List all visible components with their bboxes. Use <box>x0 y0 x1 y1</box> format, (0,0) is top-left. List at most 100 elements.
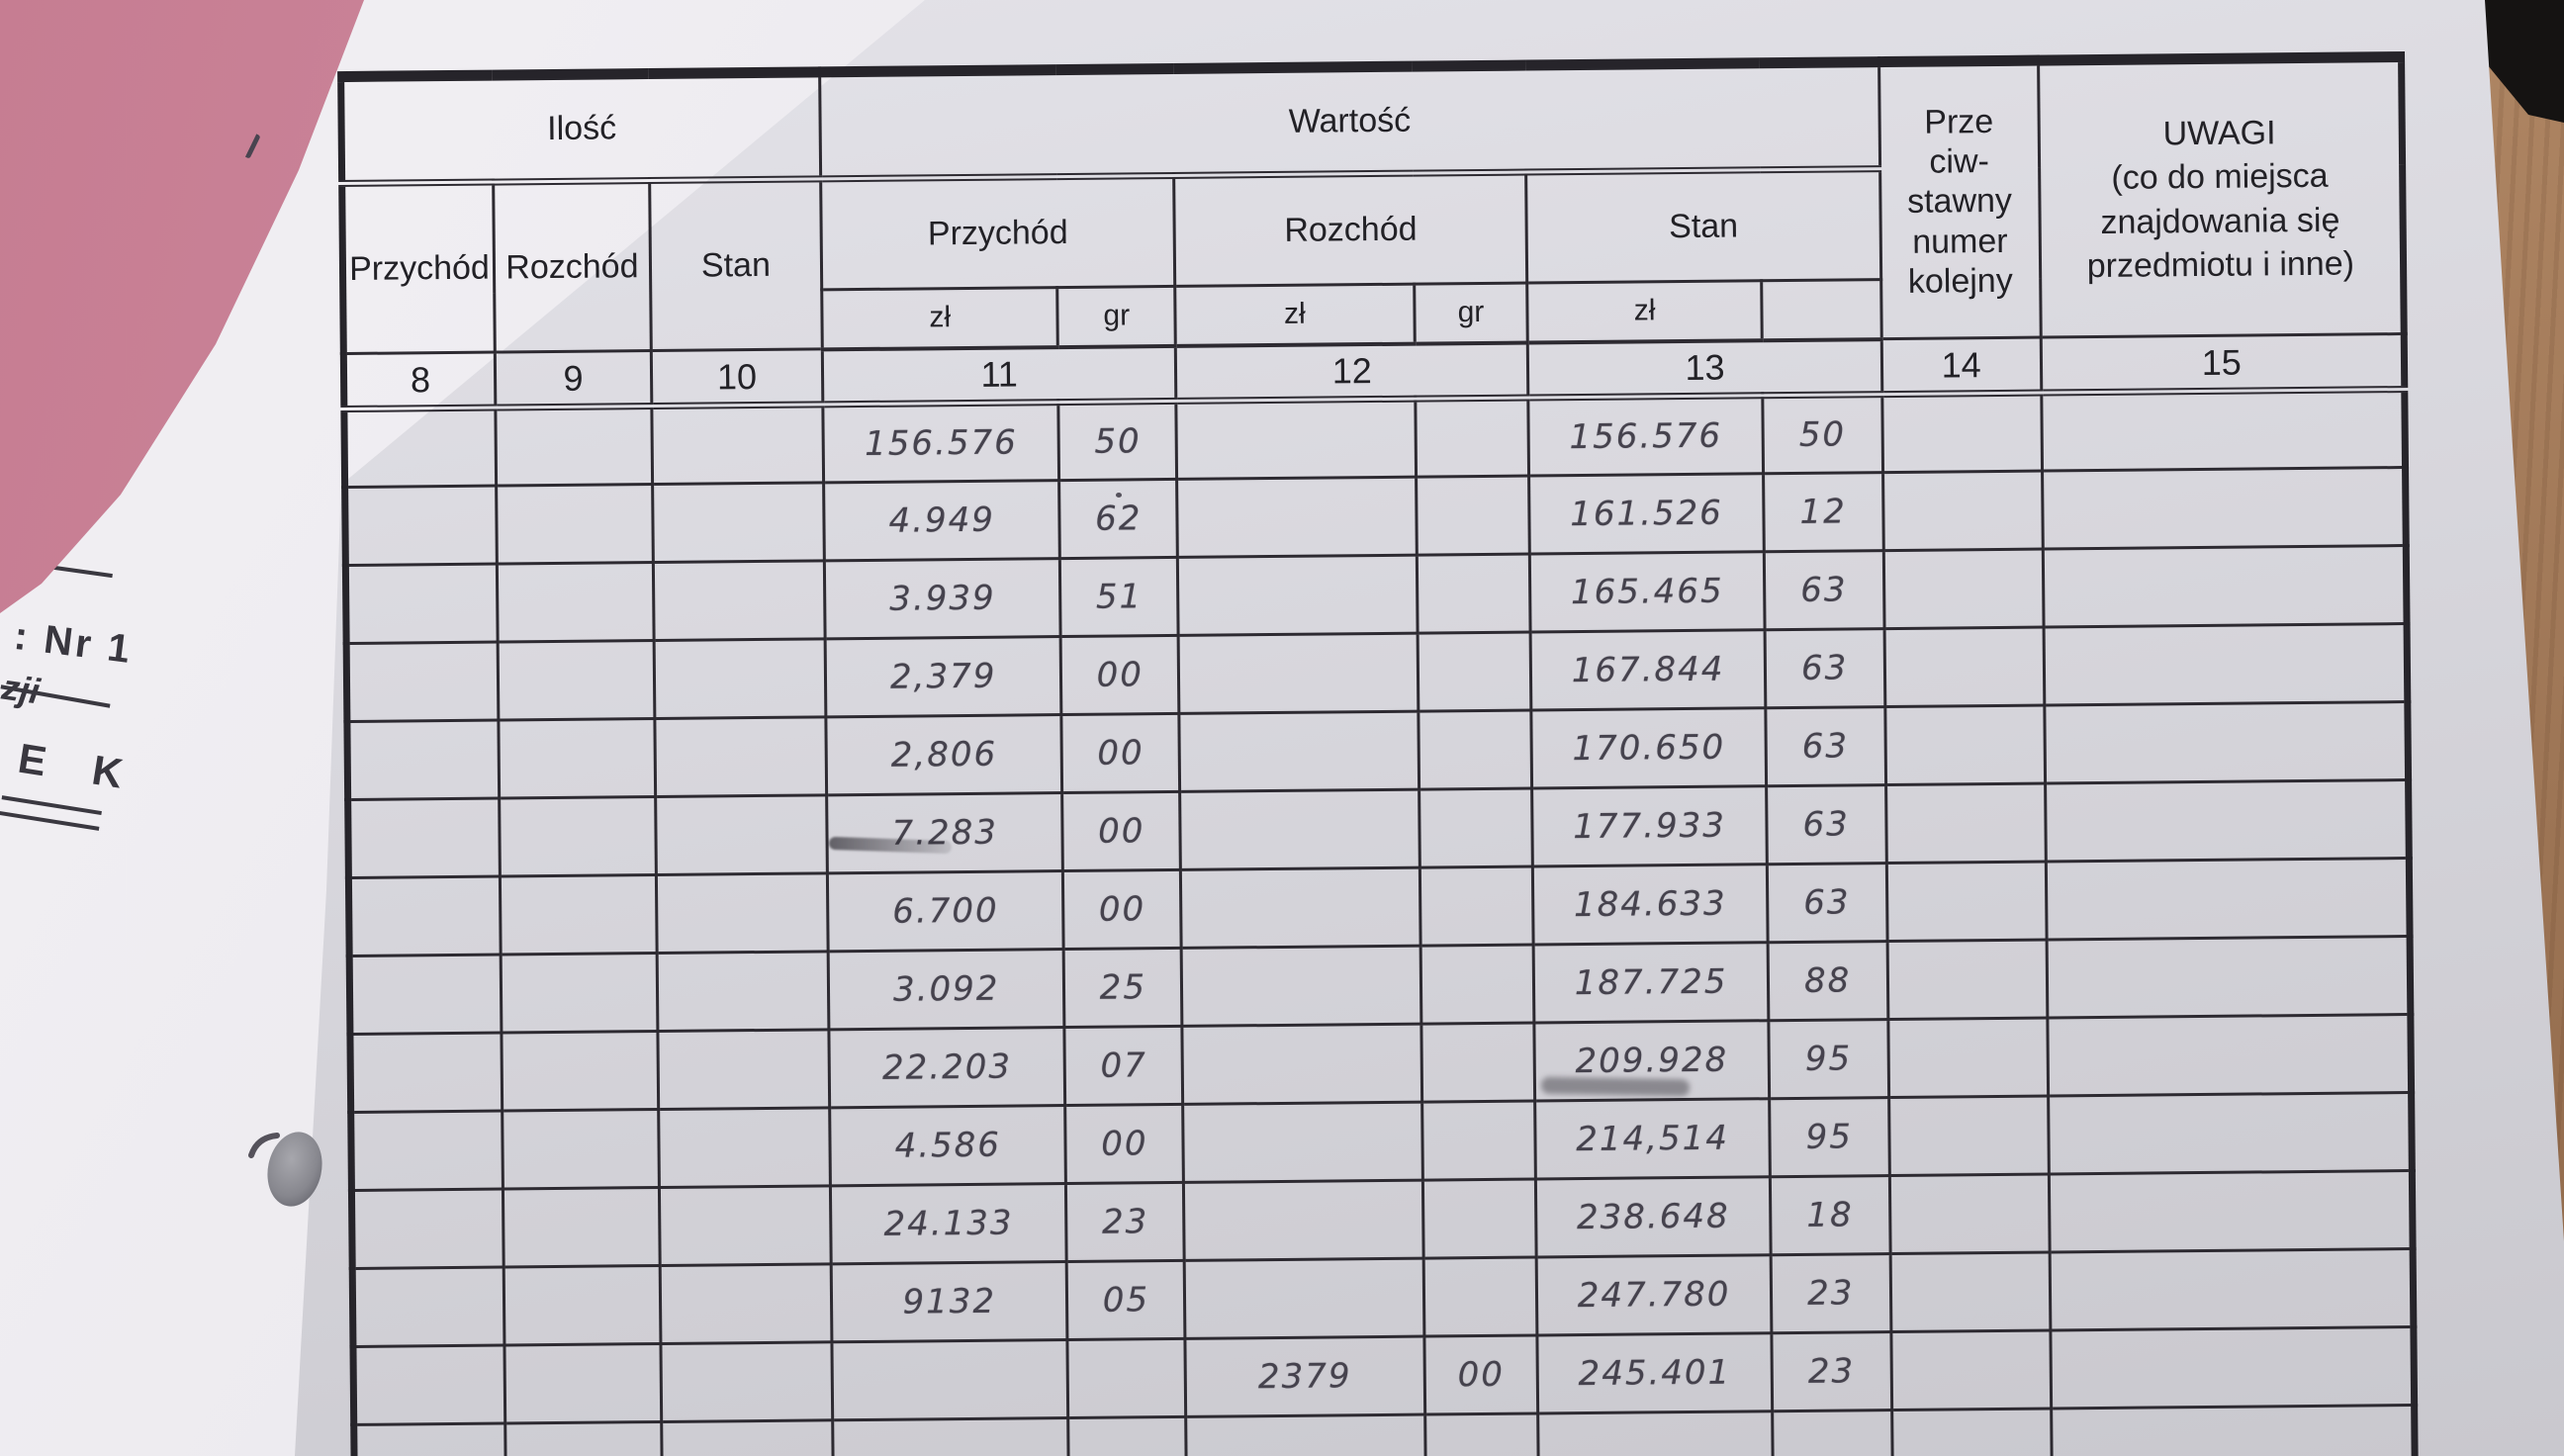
value-rozchod-zl-cell <box>1183 1180 1423 1261</box>
value-rozchod-gr-cell <box>1424 1412 1539 1456</box>
qty-rozchod-cell <box>498 718 656 799</box>
qty-rozchod-cell <box>504 1343 662 1423</box>
qty-stan-cell <box>660 1263 832 1344</box>
qty-przychod-cell <box>349 1033 503 1113</box>
qty-przychod-cell <box>352 1267 504 1347</box>
value-przychod-gr-cell: 00 <box>1062 791 1181 871</box>
value-rozchod-zl-cell <box>1184 1258 1424 1339</box>
value-rozchod-zl-cell <box>1176 477 1418 558</box>
qty-rozchod-cell <box>503 1187 661 1268</box>
value-stan-gr-cell: 12 <box>1763 472 1883 552</box>
qty-przychod-cell <box>353 1422 506 1456</box>
value-stan-gr-cell: 88 <box>1767 941 1888 1021</box>
ilosc-group-header: Ilość <box>340 71 821 184</box>
uwagi-cell <box>2042 467 2407 550</box>
col-number-13: 13 <box>1527 338 1882 399</box>
value-rozchod-gr-cell <box>1415 398 1529 478</box>
value-rozchod-gr-cell: 00 <box>1423 1334 1539 1415</box>
qty-rozchod-cell <box>501 1031 659 1112</box>
uwagi-cell <box>2051 1405 2416 1456</box>
value-przychod-gr-cell: 00 <box>1065 1104 1184 1184</box>
qty-stan-cell <box>653 560 826 641</box>
value-przychod-zl-cell: 9132 <box>831 1261 1068 1342</box>
value-przychod-zl-cell: 3.939 <box>824 558 1061 639</box>
value-przychod-zl-cell: 4.586 <box>829 1105 1066 1186</box>
przychod-gr-header: gr <box>1057 286 1176 347</box>
value-stan-gr-cell: 63 <box>1764 550 1884 630</box>
przychod-zl-header: zł <box>821 287 1058 349</box>
header-row-groups: Ilość Wartość Prze ciw- stawny numer kol… <box>340 56 2405 339</box>
qty-rozchod-cell <box>500 874 658 956</box>
value-stan-zl-cell: 167.844 <box>1530 629 1766 711</box>
value-przychod-zl-cell: 22.203 <box>828 1027 1066 1108</box>
value-przychod-zl-cell: 156.576 <box>822 402 1060 483</box>
value-rozchod-zl-cell <box>1176 399 1417 480</box>
wartosc-rozchod-header: Rozchód <box>1173 172 1528 287</box>
value-przychod-gr-cell <box>1067 1338 1186 1418</box>
value-przychod-gr-cell: 23 <box>1065 1182 1185 1262</box>
value-przychod-zl-cell: 2,379 <box>825 636 1062 717</box>
counter-column-header: Prze ciw- stawny numer kolejny <box>1878 60 2041 339</box>
col-number-10: 10 <box>651 348 823 407</box>
qty-przychod-cell <box>350 1111 504 1191</box>
value-stan-zl-cell: 247.780 <box>1536 1254 1772 1335</box>
value-przychod-gr-cell: 50 <box>1058 401 1177 481</box>
counter-cell <box>1891 1408 2053 1456</box>
value-rozchod-zl-cell <box>1182 1102 1423 1183</box>
underlying-text-fragment: E K <box>15 734 144 800</box>
ledger-body: 156.576 50 156.576 50 4.949 62 161.526 1… <box>343 389 2416 1456</box>
value-rozchod-zl-cell <box>1182 1024 1422 1105</box>
qty-rozchod-cell <box>499 796 657 877</box>
counter-cell <box>1881 393 2043 473</box>
value-stan-gr-cell: 95 <box>1769 1097 1889 1177</box>
counter-cell <box>1882 549 2044 629</box>
counter-cell <box>1889 1252 2051 1332</box>
qty-rozchod-cell <box>501 953 658 1034</box>
value-rozchod-gr-cell <box>1417 632 1532 712</box>
uwagi-cell <box>2043 623 2408 706</box>
counter-cell <box>1888 1096 2049 1176</box>
col-number-8: 8 <box>343 352 496 410</box>
value-rozchod-zl-cell <box>1179 711 1419 792</box>
qty-stan-cell <box>659 1185 832 1266</box>
value-przychod-zl-cell <box>832 1417 1069 1456</box>
qty-stan-cell <box>661 1419 834 1456</box>
col-number-12: 12 <box>1175 342 1529 402</box>
value-stan-zl-cell: 187.725 <box>1533 942 1769 1023</box>
uwagi-cell <box>2048 1170 2414 1253</box>
uwagi-cell <box>2048 1092 2413 1175</box>
underlying-text-fragment: : Nr 1 <box>11 613 136 673</box>
hole-punch-mark <box>248 1132 322 1207</box>
qty-stan-cell <box>652 482 825 563</box>
wartosc-stan-header: Stan <box>1525 168 1881 284</box>
value-rozchod-gr-cell <box>1422 1178 1537 1259</box>
value-przychod-zl-cell: 4.949 <box>823 480 1060 561</box>
value-stan-zl-cell: 214,514 <box>1535 1098 1771 1179</box>
value-rozchod-zl-cell <box>1179 789 1420 870</box>
value-przychod-gr-cell: 00 <box>1061 713 1180 793</box>
counter-cell <box>1890 1330 2052 1410</box>
qty-stan-cell <box>657 1029 830 1110</box>
uwagi-cell <box>2041 389 2406 472</box>
ilosc-przychod-header: Przychód <box>341 182 496 354</box>
value-stan-zl-cell: 238.648 <box>1535 1176 1771 1257</box>
uwagi-cell <box>2045 779 2410 863</box>
value-rozchod-zl-cell <box>1181 946 1421 1027</box>
value-przychod-zl-cell: 3.092 <box>828 949 1065 1030</box>
rozchod-gr-header: gr <box>1414 283 1528 344</box>
value-rozchod-gr-cell <box>1416 476 1530 556</box>
qty-przychod-cell <box>346 720 500 800</box>
underlying-rule-line <box>0 795 102 831</box>
value-przychod-gr-cell: 07 <box>1064 1026 1183 1106</box>
value-stan-zl-cell: 245.401 <box>1537 1332 1773 1413</box>
value-stan-zl-cell: 156.576 <box>1528 395 1764 477</box>
value-stan-zl-cell: 170.650 <box>1531 707 1767 789</box>
qty-przychod-cell <box>351 1189 504 1269</box>
qty-przychod-cell <box>347 798 501 878</box>
wartosc-przychod-header: Przychód <box>820 175 1175 290</box>
value-rozchod-gr-cell <box>1422 1256 1538 1337</box>
qty-rozchod-cell <box>498 640 655 721</box>
value-przychod-gr-cell: 62 <box>1059 479 1178 559</box>
qty-rozchod-cell <box>502 1109 660 1190</box>
